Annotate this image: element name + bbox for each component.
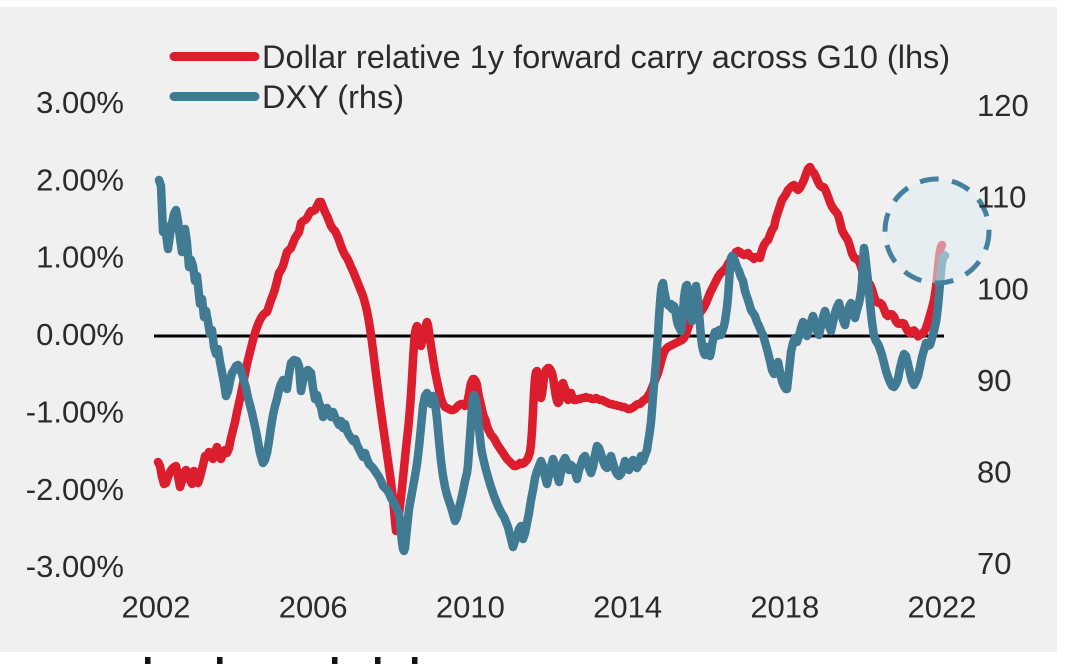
svg-text:2.00%: 2.00% [36,162,124,197]
svg-text:0.00%: 0.00% [36,317,124,352]
svg-text:2010: 2010 [436,590,505,625]
svg-text:1.00%: 1.00% [36,240,124,275]
svg-text:DXY (rhs): DXY (rhs) [262,79,404,115]
svg-text:70: 70 [977,546,1011,581]
svg-text:2014: 2014 [593,590,662,625]
svg-text:-1.00%: -1.00% [26,394,124,429]
svg-text:2006: 2006 [279,590,348,625]
svg-text:110: 110 [977,180,1026,215]
svg-text:3.00%: 3.00% [36,85,124,120]
svg-text:80: 80 [977,455,1011,490]
svg-text:2018: 2018 [750,590,819,625]
svg-text:Dollar relative 1y forward car: Dollar relative 1y forward carry across … [262,39,950,75]
svg-text:120: 120 [977,88,1029,123]
svg-text:-3.00%: -3.00% [26,549,124,584]
svg-text:2002: 2002 [122,590,191,625]
svg-text:2022: 2022 [908,590,977,625]
svg-text:-2.00%: -2.00% [26,472,124,507]
svg-text:100: 100 [977,271,1029,306]
svg-text:90: 90 [977,363,1011,398]
